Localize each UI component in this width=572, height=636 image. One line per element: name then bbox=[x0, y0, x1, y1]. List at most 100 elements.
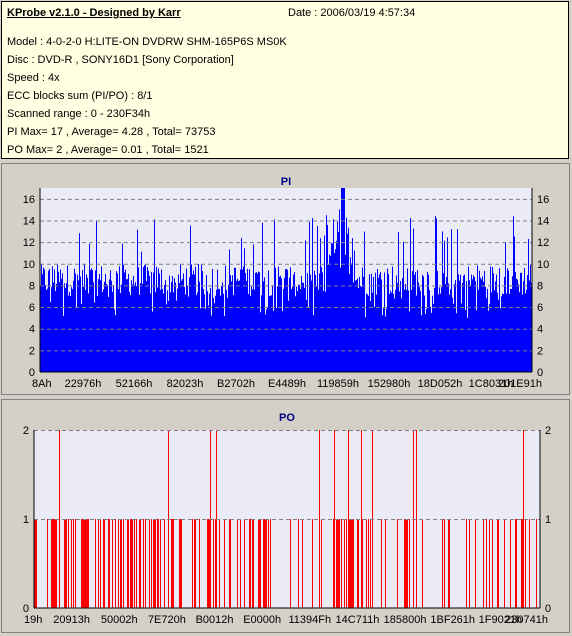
data-bar bbox=[164, 519, 165, 608]
data-bar bbox=[173, 519, 174, 608]
data-bar bbox=[314, 270, 315, 372]
data-bar bbox=[361, 286, 362, 372]
data-bar bbox=[195, 266, 196, 372]
data-bar bbox=[88, 519, 89, 608]
data-bar bbox=[517, 279, 518, 372]
data-bar bbox=[249, 269, 250, 372]
data-bar bbox=[88, 293, 89, 372]
data-bar bbox=[464, 274, 465, 372]
data-bar bbox=[299, 284, 300, 372]
chart-title: PI bbox=[281, 176, 291, 188]
data-bar bbox=[181, 280, 182, 372]
data-bar bbox=[403, 241, 404, 372]
y-tick-label-left: 1 bbox=[23, 514, 29, 526]
data-bar bbox=[338, 232, 339, 372]
data-bar bbox=[152, 311, 153, 372]
data-bar bbox=[507, 268, 508, 372]
data-bar bbox=[415, 272, 416, 372]
data-bar bbox=[136, 286, 137, 372]
data-bar bbox=[407, 268, 408, 372]
data-bar bbox=[225, 265, 226, 372]
data-bar bbox=[303, 282, 304, 372]
data-bar bbox=[294, 272, 295, 372]
data-bar bbox=[412, 271, 413, 372]
data-bar bbox=[237, 519, 238, 608]
data-bar bbox=[47, 519, 48, 608]
data-bar bbox=[435, 216, 436, 372]
data-bar bbox=[139, 519, 140, 608]
data-bar bbox=[400, 280, 401, 372]
data-bar bbox=[447, 237, 448, 372]
data-bar bbox=[132, 284, 133, 372]
data-bar bbox=[60, 269, 61, 372]
y-tick-label-right: 8 bbox=[537, 280, 543, 292]
data-bar bbox=[127, 279, 128, 372]
data-bar bbox=[254, 289, 255, 372]
y-tick-label-left: 2 bbox=[29, 345, 35, 357]
pi-summary-line: PI Max= 17 , Average= 4.28 , Total= 7375… bbox=[7, 126, 216, 138]
x-tick-label: 185800h bbox=[384, 614, 427, 626]
data-bar bbox=[298, 284, 299, 372]
data-bar bbox=[350, 257, 351, 372]
data-bar bbox=[380, 272, 381, 372]
data-bar bbox=[504, 277, 505, 372]
y-tick-label-left: 8 bbox=[29, 280, 35, 292]
data-bar bbox=[442, 231, 443, 372]
data-bar bbox=[155, 519, 156, 608]
data-bar bbox=[497, 292, 498, 372]
data-bar bbox=[483, 281, 484, 372]
data-bar bbox=[281, 278, 282, 372]
data-bar bbox=[414, 274, 415, 372]
data-bar bbox=[185, 294, 186, 372]
data-bar bbox=[481, 279, 482, 372]
data-bar bbox=[154, 219, 155, 372]
data-bar bbox=[109, 519, 110, 608]
speed-line: Speed : 4x bbox=[7, 72, 60, 84]
data-bar bbox=[480, 277, 481, 372]
x-tick-label: 8Ah bbox=[32, 378, 52, 390]
data-bar bbox=[363, 276, 364, 372]
x-tick-label: 119859h bbox=[317, 378, 359, 390]
data-bar bbox=[223, 293, 224, 372]
data-bar bbox=[143, 519, 144, 608]
data-bar bbox=[103, 519, 104, 608]
po-chart-panel: 0 0 1 1 2 2 19h 20913h 50002h 7E720h B0012h E0000h 1… bbox=[1, 399, 570, 633]
data-bar bbox=[163, 293, 164, 372]
data-bar bbox=[442, 519, 443, 608]
data-bar bbox=[106, 284, 107, 372]
data-bar bbox=[519, 292, 520, 372]
data-bar bbox=[475, 519, 476, 608]
x-tick-label: 1BF261h bbox=[430, 614, 475, 626]
data-bar bbox=[142, 283, 143, 372]
data-bar bbox=[258, 271, 259, 372]
range-line: Scanned range : 0 - 230F34h bbox=[7, 108, 151, 120]
data-bar bbox=[401, 298, 402, 372]
data-bar bbox=[392, 266, 393, 372]
data-bar bbox=[409, 519, 410, 608]
data-bar bbox=[149, 275, 150, 372]
data-bar bbox=[306, 299, 307, 372]
data-bar bbox=[112, 519, 113, 608]
data-bar bbox=[335, 249, 336, 372]
x-tick-label: E4489h bbox=[268, 378, 306, 390]
data-bar bbox=[448, 519, 449, 608]
data-bar bbox=[368, 519, 369, 608]
data-bar bbox=[457, 229, 458, 372]
data-bar bbox=[405, 519, 406, 608]
data-bar bbox=[115, 519, 116, 608]
data-bar bbox=[275, 267, 276, 372]
data-bar bbox=[55, 519, 56, 608]
data-bar bbox=[356, 279, 357, 372]
data-bar bbox=[339, 209, 340, 372]
data-bar bbox=[291, 289, 292, 372]
data-bar bbox=[253, 244, 254, 372]
data-bar bbox=[133, 275, 134, 372]
data-bar bbox=[312, 519, 313, 608]
data-bar bbox=[130, 519, 131, 608]
data-bar bbox=[270, 295, 271, 372]
data-bar bbox=[298, 519, 299, 608]
data-bar bbox=[139, 294, 140, 372]
data-bar bbox=[138, 267, 139, 372]
data-bar bbox=[321, 519, 322, 608]
data-bar bbox=[68, 295, 69, 372]
